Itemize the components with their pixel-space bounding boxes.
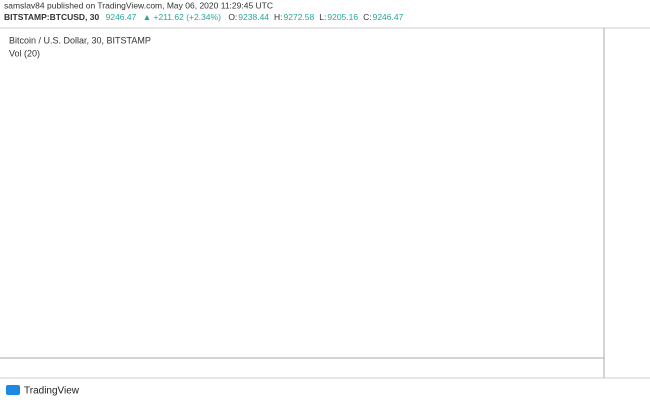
symbol: BITSTAMP:BTCUSD, 30: [4, 12, 100, 22]
change: ▲ +211.62 (+2.34%): [143, 12, 221, 22]
ohlc-key: O:: [228, 12, 237, 22]
symbol-line: BITSTAMP:BTCUSD, 30 9246.47 ▲ +211.62 (+…: [4, 12, 404, 22]
brand: TradingView: [24, 386, 80, 397]
volume-title: Vol (20): [9, 48, 40, 58]
footer-logo: TradingView: [6, 385, 80, 397]
last: 9246.47: [106, 12, 137, 22]
ohlc-key: H:: [274, 12, 283, 22]
series-title: Bitcoin / U.S. Dollar, 30, BITSTAMP: [9, 35, 151, 45]
publish-line: samslav84 published on TradingView.com, …: [4, 0, 273, 10]
ohlc-value: 9246.47: [373, 12, 404, 22]
header-bg: [0, 0, 650, 28]
ohlc-value: 9205.16: [327, 12, 358, 22]
ohlc-value: 9272.58: [284, 12, 315, 22]
ohlc-key: L:: [319, 12, 326, 22]
logo-icon: [6, 385, 20, 395]
ohlc-value: 9238.44: [238, 12, 269, 22]
ohlc-key: C:: [363, 12, 372, 22]
